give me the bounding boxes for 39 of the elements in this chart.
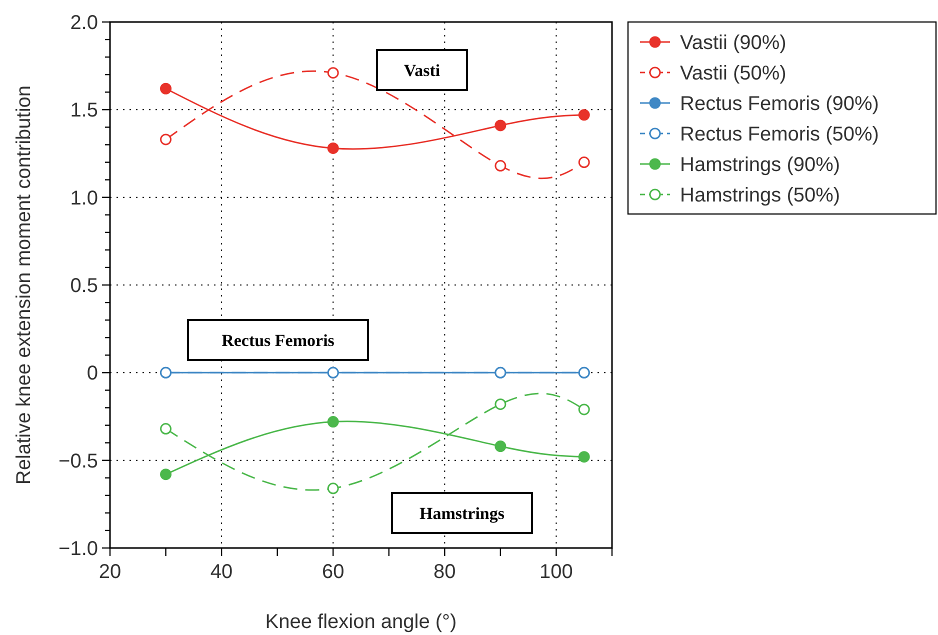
annotation: Hamstrings [420,504,505,523]
annotation: Vasti [404,61,440,80]
point [578,109,590,121]
legend-label: Rectus Femoris (90%) [680,93,879,115]
y-tick-label: 2.0 [70,12,98,34]
x-tick-label: 80 [434,561,456,583]
y-tick-label: −1.0 [58,538,98,560]
annotation: Rectus Femoris [222,331,335,350]
y-tick-label: −0.5 [58,450,98,472]
legend-label: Hamstrings (90%) [680,154,840,176]
y-tick-label: 1.5 [70,100,98,122]
point [160,423,172,435]
legend-label: Vastii (50%) [680,62,786,84]
point [327,482,339,494]
point [160,134,172,146]
y-axis-title: Relative knee extension moment contribution [13,85,35,485]
point [160,82,172,94]
y-tick-label: 1.0 [70,187,98,210]
x-axis-title: Knee flexion angle (°) [265,611,457,633]
x-tick-label: 20 [98,561,122,583]
legend-label: Hamstrings (50%) [680,184,840,206]
point [494,398,506,410]
legend-label: Vastii (90%) [680,32,786,54]
point [494,440,506,452]
point [327,142,339,154]
y-tick-label: 0.5 [70,275,98,297]
point [578,451,590,463]
x-tick-label: 40 [210,561,233,583]
point [494,120,506,132]
x-tick-label: 100 [540,561,573,583]
point [578,156,590,168]
point [494,160,506,172]
y-tick-label: 0 [86,362,98,385]
x-tick-label: 60 [322,561,344,583]
point [160,468,172,480]
point [327,416,339,428]
point [578,404,590,416]
point [327,67,339,79]
legend-label: Rectus Femoris (50%) [680,124,879,146]
